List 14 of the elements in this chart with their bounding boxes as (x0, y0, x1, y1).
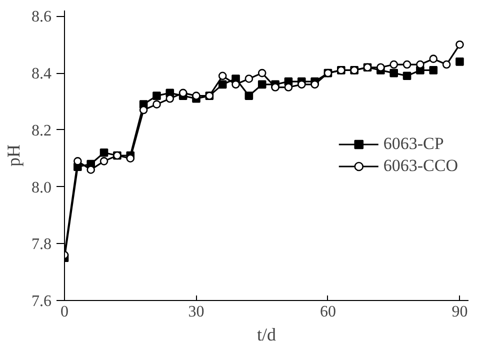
legend-label: 6063-CP (383, 134, 444, 154)
y-tick-label: 8.6 (32, 8, 52, 26)
x-axis-title: t/d (257, 324, 276, 344)
y-tick-label: 8.2 (32, 122, 52, 140)
y-tick-label: 7.8 (32, 236, 52, 254)
legend-label: 6063-CCO (383, 156, 458, 176)
y-tick-label: 8.4 (32, 66, 52, 83)
x-tick-label: 90 (452, 304, 468, 320)
y-tick-label: 7.6 (32, 293, 52, 310)
x-tick-label: 0 (60, 304, 68, 320)
x-tick-label: 60 (320, 304, 336, 320)
x-tick-label: 30 (188, 304, 204, 320)
y-axis-title: pH (4, 144, 24, 166)
y-tick-label: 8.0 (32, 179, 52, 196)
